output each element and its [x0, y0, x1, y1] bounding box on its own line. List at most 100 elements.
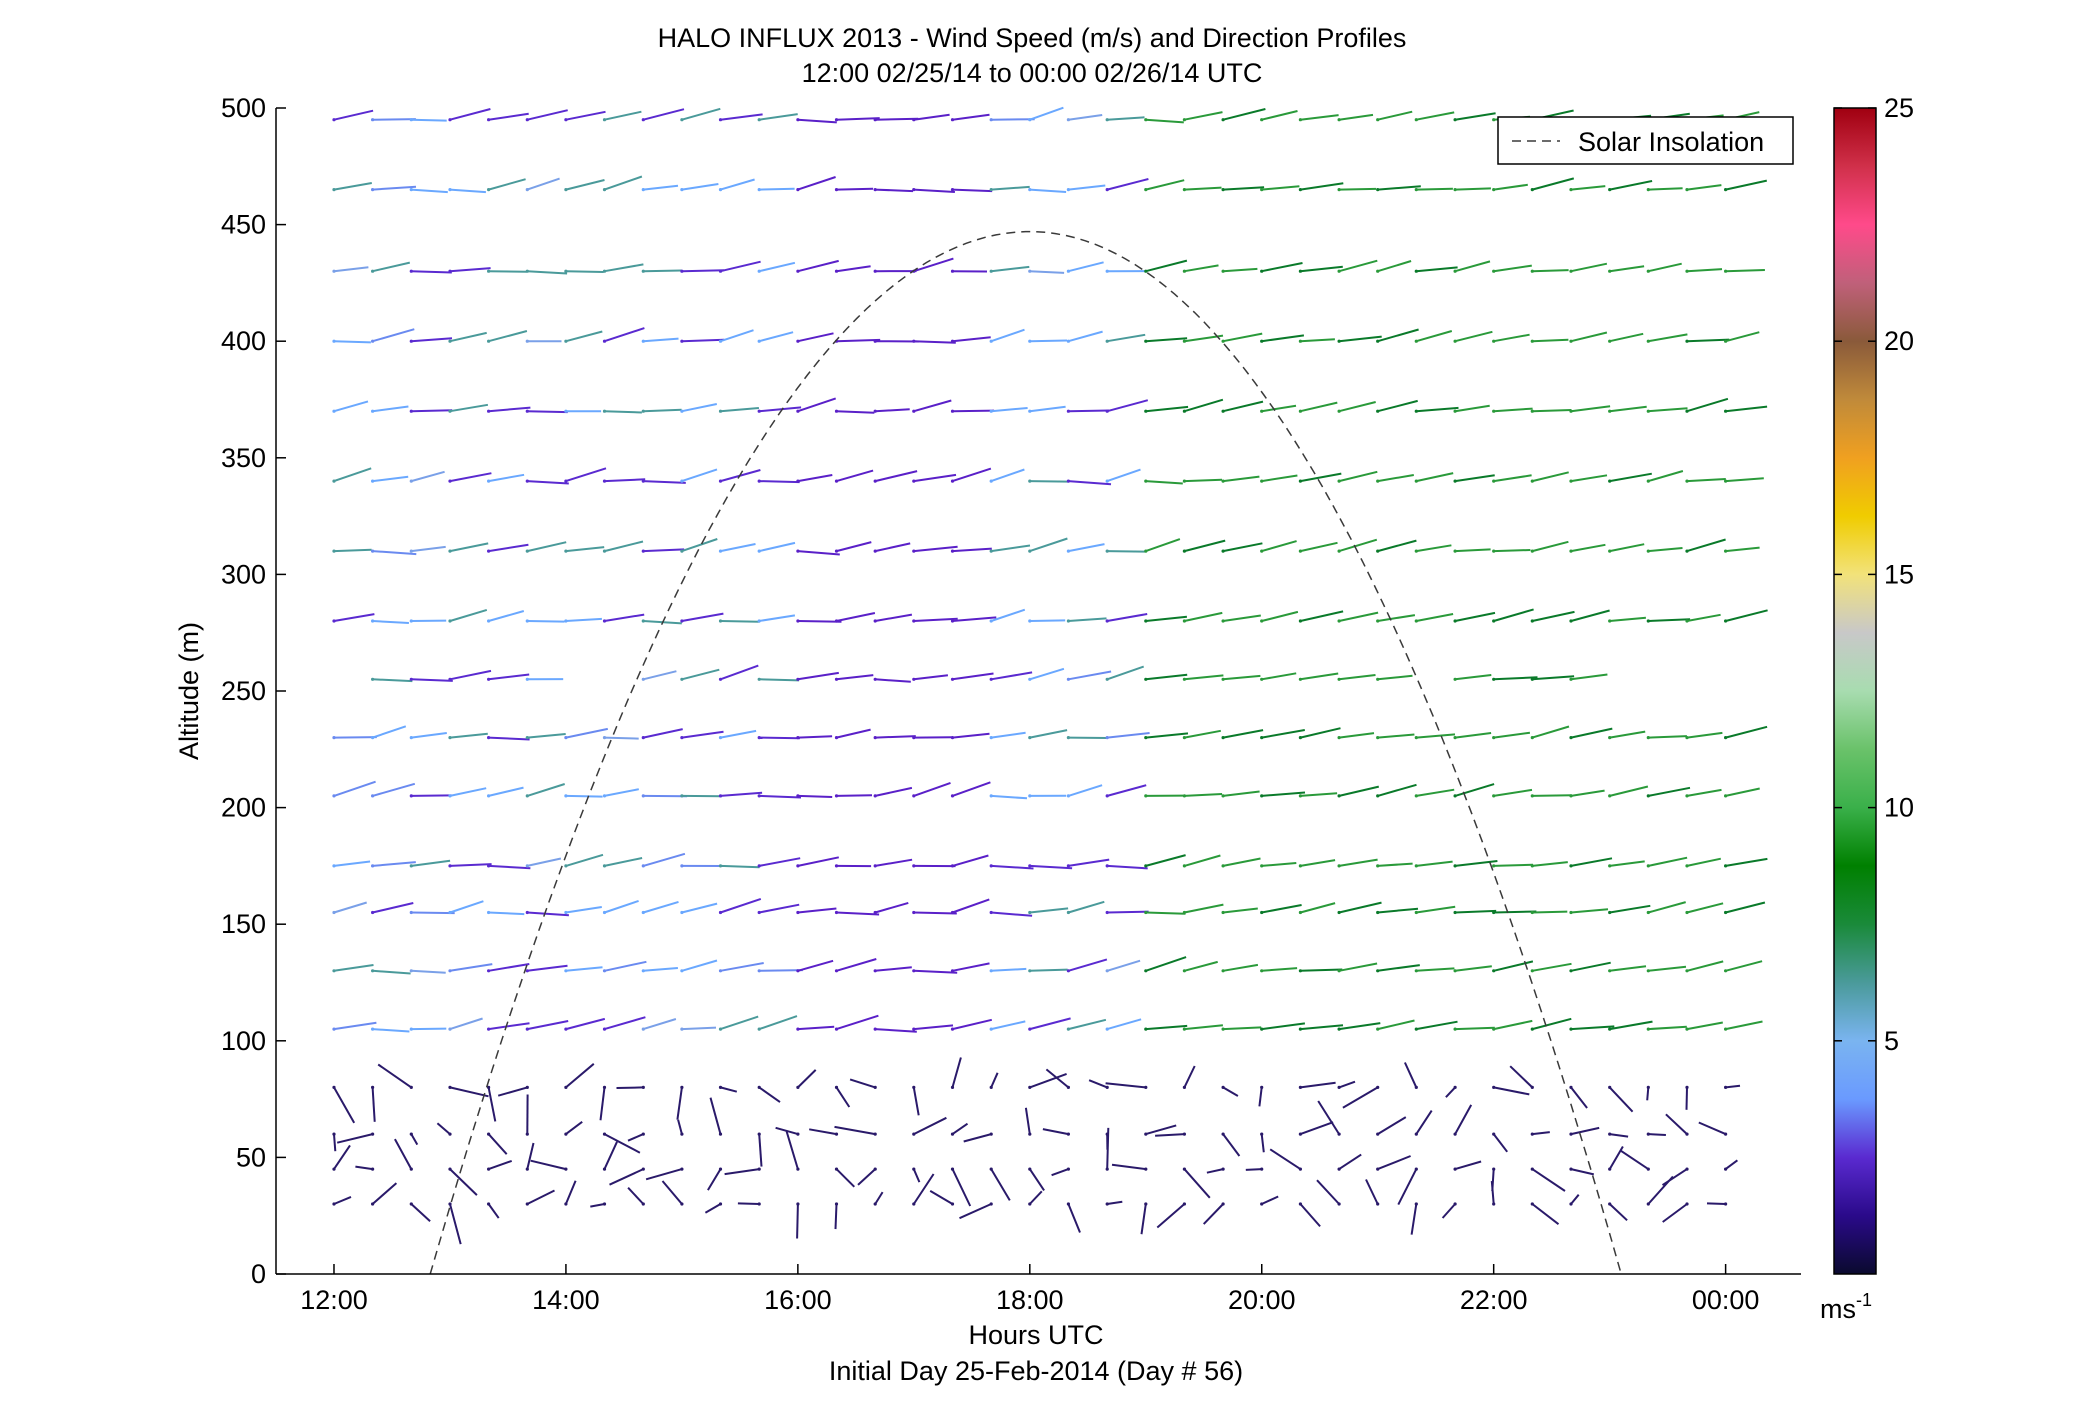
wind-vector-head — [409, 677, 413, 681]
wind-vector — [643, 1018, 677, 1031]
wind-vector — [797, 259, 839, 273]
wind-vector-head — [912, 409, 916, 413]
wind-vector-head — [680, 1132, 684, 1136]
wind-vector-head — [912, 1132, 916, 1136]
wind-vector-head — [1530, 188, 1534, 192]
wind-vector — [952, 113, 990, 121]
wind-vector — [929, 1190, 954, 1205]
wind-vector — [643, 670, 677, 681]
wind-vector-head — [1453, 677, 1457, 681]
wind-vector-head — [1144, 479, 1148, 483]
wind-vector — [1261, 404, 1297, 413]
wind-vector-head — [718, 864, 723, 868]
wind-vector-head — [1182, 269, 1186, 273]
wind-vector-head — [1182, 409, 1186, 413]
wind-vector — [724, 1168, 760, 1176]
wind-vector — [720, 664, 759, 681]
wind-vector-head — [1376, 910, 1380, 915]
wind-vector — [565, 966, 603, 972]
wind-vector — [991, 731, 1026, 739]
wind-vector — [1661, 1168, 1688, 1186]
wind-vector — [1145, 337, 1188, 343]
wind-vector-head — [525, 1027, 529, 1031]
wind-vector-head — [680, 339, 684, 343]
wind-vector — [333, 780, 376, 797]
wind-vector-head — [564, 1202, 568, 1206]
wind-vector-head — [1530, 1132, 1534, 1136]
wind-vector-head — [409, 619, 413, 623]
wind-vector-head — [1221, 910, 1225, 915]
wind-vector-head — [1492, 269, 1496, 273]
wind-vector — [1377, 964, 1420, 972]
wind-vector — [836, 410, 875, 414]
wind-vector — [1416, 472, 1454, 483]
wind-vector — [952, 547, 992, 553]
wind-vector-head — [371, 910, 375, 915]
wind-vector-head — [873, 864, 877, 868]
wind-vector-head — [1105, 1202, 1109, 1206]
wind-vector-head — [1530, 864, 1534, 868]
wind-vector — [1725, 609, 1768, 622]
wind-vector — [527, 964, 568, 972]
wind-vector-head — [487, 864, 491, 868]
wind-vector — [1706, 1202, 1726, 1205]
wind-vector — [1686, 1021, 1723, 1031]
wind-vector-head — [564, 864, 568, 868]
wind-vector — [849, 1078, 876, 1089]
wind-vector — [488, 1159, 513, 1171]
wind-vector — [835, 1168, 856, 1188]
wind-vector — [527, 857, 562, 867]
wind-vector — [797, 620, 842, 623]
wind-vector — [565, 270, 604, 273]
wind-vector-head — [1144, 794, 1148, 798]
wind-vector — [643, 852, 686, 867]
wind-vector-head — [1376, 736, 1380, 740]
wind-vector-head — [1066, 479, 1070, 483]
wind-vector — [1686, 338, 1730, 343]
wind-vector-head — [1414, 479, 1418, 483]
wind-vector-head — [1182, 1167, 1186, 1171]
wind-vector — [1261, 672, 1297, 681]
wind-vector — [333, 548, 372, 553]
wind-vector-head — [1260, 864, 1264, 868]
wind-vector-head — [950, 1132, 955, 1136]
wind-vector — [1665, 1113, 1688, 1135]
wind-vector — [1609, 1133, 1629, 1138]
wind-vector-head — [718, 1085, 723, 1089]
wind-vector-head — [757, 269, 761, 273]
wind-vector — [1183, 1065, 1196, 1088]
wind-vector — [1725, 179, 1768, 191]
wind-vector — [411, 732, 447, 739]
wind-vector-head — [1105, 188, 1109, 192]
wind-vector — [1068, 409, 1110, 413]
wind-vector — [1686, 613, 1721, 622]
wind-vector — [1377, 862, 1413, 867]
legend-label: Solar Insolation — [1578, 127, 1764, 157]
wind-vector — [1222, 857, 1261, 867]
wind-vector — [1338, 674, 1376, 681]
wind-vector — [720, 329, 754, 343]
wind-vector — [1338, 732, 1375, 739]
wind-vector — [952, 672, 994, 681]
wind-vector-head — [1144, 677, 1148, 681]
wind-vector — [836, 911, 880, 916]
wind-vector-head — [834, 969, 839, 973]
wind-vector-head — [332, 1085, 336, 1089]
wind-vector — [1532, 1017, 1572, 1031]
wind-vector — [449, 669, 492, 681]
wind-vector — [1377, 328, 1419, 343]
wind-vector — [1570, 908, 1609, 914]
wind-vector-head — [1144, 1132, 1148, 1136]
wind-vector — [952, 616, 997, 622]
wind-vector — [875, 678, 911, 683]
wind-vector — [1686, 397, 1729, 413]
wind-vector-head — [1337, 188, 1341, 192]
wind-vector — [1338, 901, 1382, 914]
wind-vector — [1300, 182, 1344, 191]
wind-vector — [1416, 788, 1455, 797]
wind-vector — [1532, 794, 1572, 797]
wind-vector — [1068, 184, 1106, 191]
wind-vector-head — [1646, 910, 1650, 915]
wind-vector — [1155, 1133, 1185, 1137]
wind-vector-head — [1298, 864, 1302, 868]
